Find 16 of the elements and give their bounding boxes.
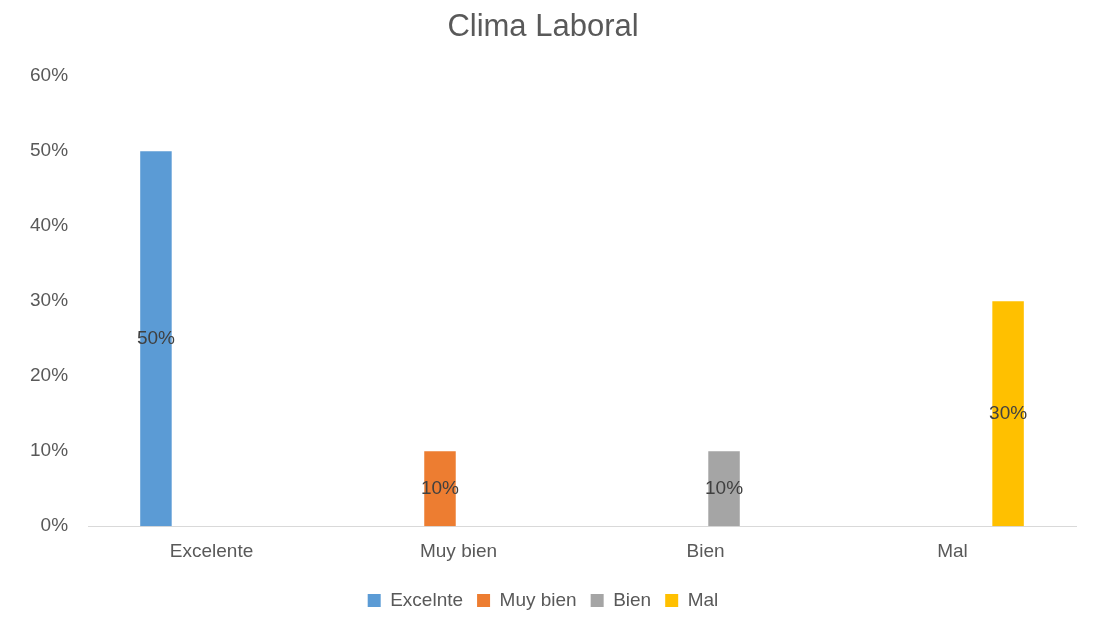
legend-label: Muy bien (499, 588, 577, 610)
legend-label: Mal (687, 588, 719, 610)
legend-label: Excelnte (390, 588, 464, 610)
x-tick-label: Excelente (169, 539, 254, 561)
y-tick-label: 10% (30, 439, 69, 461)
x-tick-label: Bien (686, 539, 725, 561)
y-tick-label: 0% (40, 514, 69, 536)
x-tick-label: Muy bien (419, 539, 498, 561)
y-tick-label: 40% (30, 214, 69, 236)
y-tick-label: 20% (30, 364, 69, 386)
y-tick-label: 30% (30, 289, 69, 311)
y-tick-label: 60% (30, 64, 69, 86)
chart-title: Clima Laboral (447, 8, 639, 44)
y-tick-label: 50% (30, 139, 69, 161)
x-tick-label: Mal (937, 539, 968, 561)
legend-label: Bien (613, 588, 652, 610)
